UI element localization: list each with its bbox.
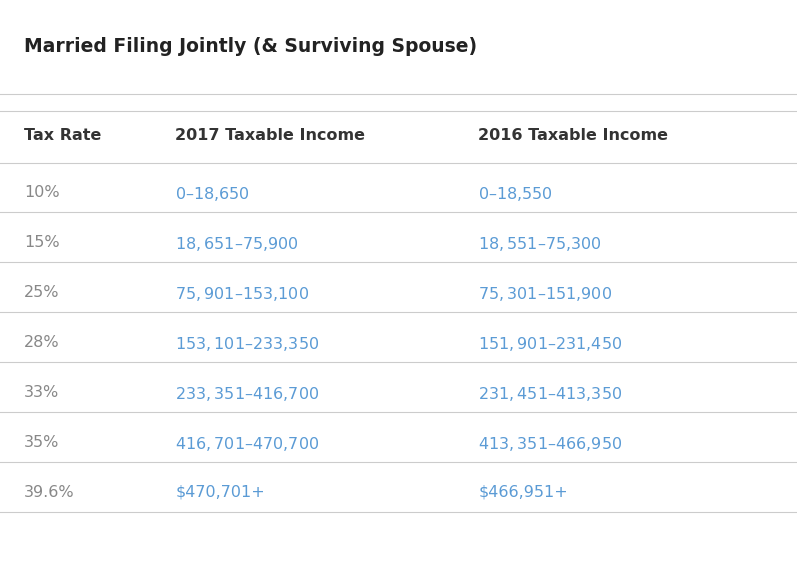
Text: $75,301 – $151,900: $75,301 – $151,900 — [478, 285, 612, 303]
Text: $233,351 – $416,700: $233,351 – $416,700 — [175, 385, 320, 403]
Text: 39.6%: 39.6% — [24, 485, 75, 499]
Text: $466,951+: $466,951+ — [478, 485, 568, 499]
Text: $0 – $18,650: $0 – $18,650 — [175, 185, 250, 203]
Text: Married Filing Jointly (& Surviving Spouse): Married Filing Jointly (& Surviving Spou… — [24, 37, 477, 56]
Text: 35%: 35% — [24, 435, 59, 449]
Text: $75,901 – $153,100: $75,901 – $153,100 — [175, 285, 309, 303]
Text: $416,701 – $470,700: $416,701 – $470,700 — [175, 435, 320, 453]
Text: 33%: 33% — [24, 385, 59, 399]
Text: 15%: 15% — [24, 235, 60, 249]
Text: 2016 Taxable Income: 2016 Taxable Income — [478, 128, 668, 143]
Text: 10%: 10% — [24, 185, 60, 199]
Text: 25%: 25% — [24, 285, 60, 299]
Text: $413,351 – $466,950: $413,351 – $466,950 — [478, 435, 622, 453]
Text: $0 – $18,550: $0 – $18,550 — [478, 185, 553, 203]
Text: Tax Rate: Tax Rate — [24, 128, 101, 143]
Text: $18,651 – $75,900: $18,651 – $75,900 — [175, 235, 299, 253]
Text: $470,701+: $470,701+ — [175, 485, 265, 499]
Text: $151,901 – $231,450: $151,901 – $231,450 — [478, 335, 622, 353]
Text: 2017 Taxable Income: 2017 Taxable Income — [175, 128, 365, 143]
Text: $153,101 – $233,350: $153,101 – $233,350 — [175, 335, 320, 353]
Text: 28%: 28% — [24, 335, 60, 349]
Text: $18,551 – $75,300: $18,551 – $75,300 — [478, 235, 602, 253]
Text: $231,451 – $413,350: $231,451 – $413,350 — [478, 385, 622, 403]
